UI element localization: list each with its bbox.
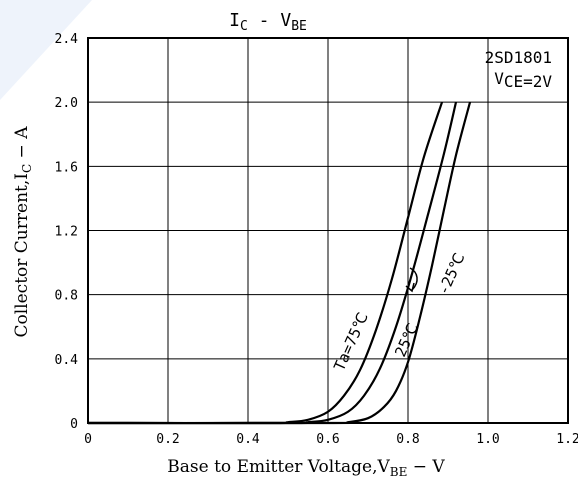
curve-ta-25c [87, 101, 458, 425]
x-tick-labels: 0 0.2 0.4 0.6 0.8 1.0 1.2 [84, 432, 578, 447]
plot-grid [87, 37, 569, 424]
y-tick-labels: 0 0.4 0.8 1.2 1.6 2.0 2.4 [55, 32, 79, 432]
curve-label-minus25c: -25℃ [434, 250, 468, 297]
title-i: I [229, 10, 240, 31]
condition-v: V [494, 69, 504, 88]
title-sub-be: BE [291, 19, 307, 34]
y-tick-label: 0 [70, 417, 78, 432]
condition-label: VCE=2V [494, 69, 552, 91]
x-axis-label: Base to Emitter Voltage,VBE − V [167, 457, 445, 479]
y-axis-label: Collector Current,IC − A [12, 126, 34, 338]
x-tick-label: 0.4 [236, 432, 260, 447]
x-tick-label: 1.2 [556, 432, 578, 447]
title-sub-c: C [240, 19, 248, 34]
corner-watermark [0, 0, 92, 100]
curve-ta-75c [87, 101, 444, 425]
x-tick-label: 0.6 [316, 432, 339, 447]
x-tick-label: 1.0 [476, 432, 499, 447]
y-tick-label: 1.6 [55, 160, 78, 175]
y-tick-label: 2.0 [55, 96, 78, 111]
curve-label-25c-arrowhead [405, 282, 415, 293]
y-axis-label-main: Collector Current,I [12, 173, 32, 337]
curve-label-25c-arrow [409, 267, 418, 291]
title-dash-v: - V [248, 10, 292, 31]
x-tick-label: 0.8 [396, 432, 419, 447]
y-tick-label: 1.2 [55, 225, 78, 240]
x-tick-label: 0.2 [156, 432, 179, 447]
chart-title: IC - VBE [229, 10, 307, 34]
curve-label-75c: Ta=75℃ [330, 310, 372, 374]
y-tick-label: 0.8 [55, 289, 78, 304]
y-tick-label: 2.4 [55, 32, 79, 47]
x-tick-label: 0 [84, 432, 92, 447]
x-axis-label-sub: BE [390, 465, 408, 479]
y-axis-label-sub: C [20, 164, 34, 173]
x-axis-label-unit: − V [407, 457, 445, 477]
curve-ta-minus25c [87, 101, 472, 425]
x-axis-label-main: Base to Emitter Voltage,V [167, 457, 390, 477]
part-number-label: 2SD1801 [485, 48, 552, 67]
condition-rest: CE=2V [504, 72, 553, 91]
y-axis-label-unit: − A [12, 126, 32, 164]
curve-group [87, 101, 472, 425]
y-tick-label: 0.4 [55, 353, 79, 368]
